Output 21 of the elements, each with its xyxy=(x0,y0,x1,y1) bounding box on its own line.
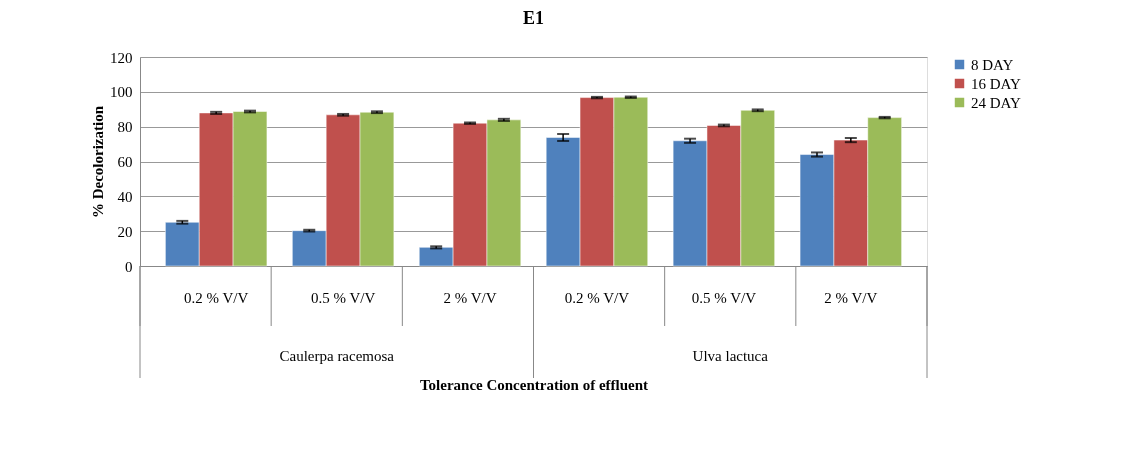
chart-title: E1 xyxy=(522,8,545,28)
x-axis-title: Tolerance Concentration of effluent xyxy=(419,376,649,393)
y-tick-label: 120 xyxy=(110,49,133,66)
y-axis-title: % Decolorization xyxy=(90,105,106,219)
y-tick-label: 100 xyxy=(110,84,133,101)
x-tick-label: 0.5 % V/V xyxy=(691,289,757,306)
x-tick-label: 0.5 % V/V xyxy=(310,289,376,306)
y-tick-label: 40 xyxy=(117,188,133,205)
legend-label: 16 DAY xyxy=(971,75,1022,92)
y-tick-label: 80 xyxy=(117,119,133,136)
x-tick-label: 0.2 % V/V xyxy=(564,289,630,306)
x-tick-label: 2 % V/V xyxy=(443,289,497,306)
y-tick-label: 60 xyxy=(117,154,133,170)
x-tick-label: 0.2 % V/V xyxy=(184,289,249,306)
text: Caulerpa racemosa xyxy=(279,348,395,364)
x-tick-label: 2 % V/V xyxy=(824,289,878,306)
y-tick-label: 20 xyxy=(117,223,133,240)
text: Ulva lactuca xyxy=(692,348,769,364)
legend-label: 24 DAY xyxy=(971,94,1022,111)
legend-label: 8 DAY xyxy=(971,56,1014,73)
y-tick-label: 0 xyxy=(125,258,133,275)
